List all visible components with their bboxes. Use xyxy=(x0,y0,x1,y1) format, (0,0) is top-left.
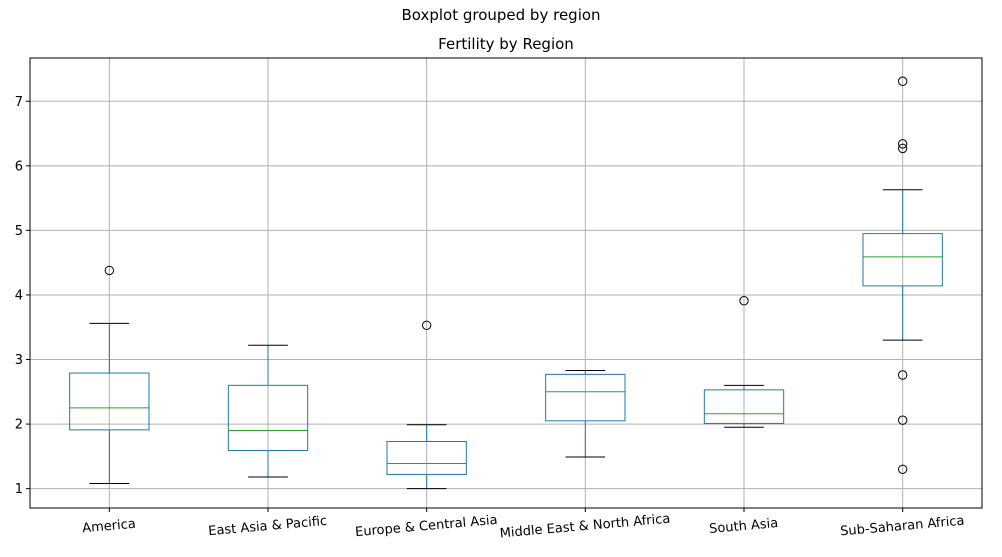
box-europe-central-asia xyxy=(386,320,467,490)
y-tick-label: 5 xyxy=(15,224,23,239)
iqr-box xyxy=(69,372,150,431)
x-tick-label: Europe & Central Asia xyxy=(355,513,499,540)
outlier-point xyxy=(897,370,908,380)
outlier-point xyxy=(897,143,908,154)
axes-frame xyxy=(29,57,983,509)
outlier-point xyxy=(897,139,908,149)
ticks-layer: 1 2 3 4 5 6 7 America East Asia & Pacific Europe … xyxy=(15,95,965,542)
x-tick-label: Middle East & North Africa xyxy=(499,512,671,542)
outlier-point xyxy=(897,76,908,86)
grid-layer xyxy=(30,58,982,508)
x-tick-label: East Asia & Pacific xyxy=(208,514,328,539)
boxes-layer xyxy=(69,76,943,490)
iqr-box xyxy=(862,233,943,287)
iqr-box xyxy=(703,389,785,424)
box-middle-east-north-africa xyxy=(545,369,626,458)
chart-title: Fertility by Region xyxy=(438,35,574,53)
y-tick-label: 3 xyxy=(15,353,23,368)
outlier-point xyxy=(104,265,115,276)
x-tick-label: Sub-Saharan Africa xyxy=(840,514,965,540)
x-tick-label: America xyxy=(82,517,137,537)
box-south-asia xyxy=(703,296,785,428)
x-tick-label: South Asia xyxy=(709,516,779,537)
outlier-point xyxy=(739,296,749,306)
figure-suptitle: Boxplot grouped by region xyxy=(401,6,601,24)
y-tick-label: 6 xyxy=(15,159,23,174)
outlier-point xyxy=(897,415,908,425)
y-tick-label: 4 xyxy=(15,288,23,303)
iqr-box xyxy=(227,384,309,452)
outlier-point xyxy=(897,464,908,474)
box-east-asia-pacific xyxy=(227,344,309,478)
iqr-box xyxy=(545,373,626,422)
y-tick-label: 7 xyxy=(15,95,23,110)
y-tick-label: 1 xyxy=(15,482,23,497)
box-sub-saharan-africa xyxy=(862,76,943,474)
box-america xyxy=(69,265,150,484)
iqr-box xyxy=(386,441,467,475)
outlier-point xyxy=(421,320,432,330)
y-tick-label: 2 xyxy=(15,418,23,433)
